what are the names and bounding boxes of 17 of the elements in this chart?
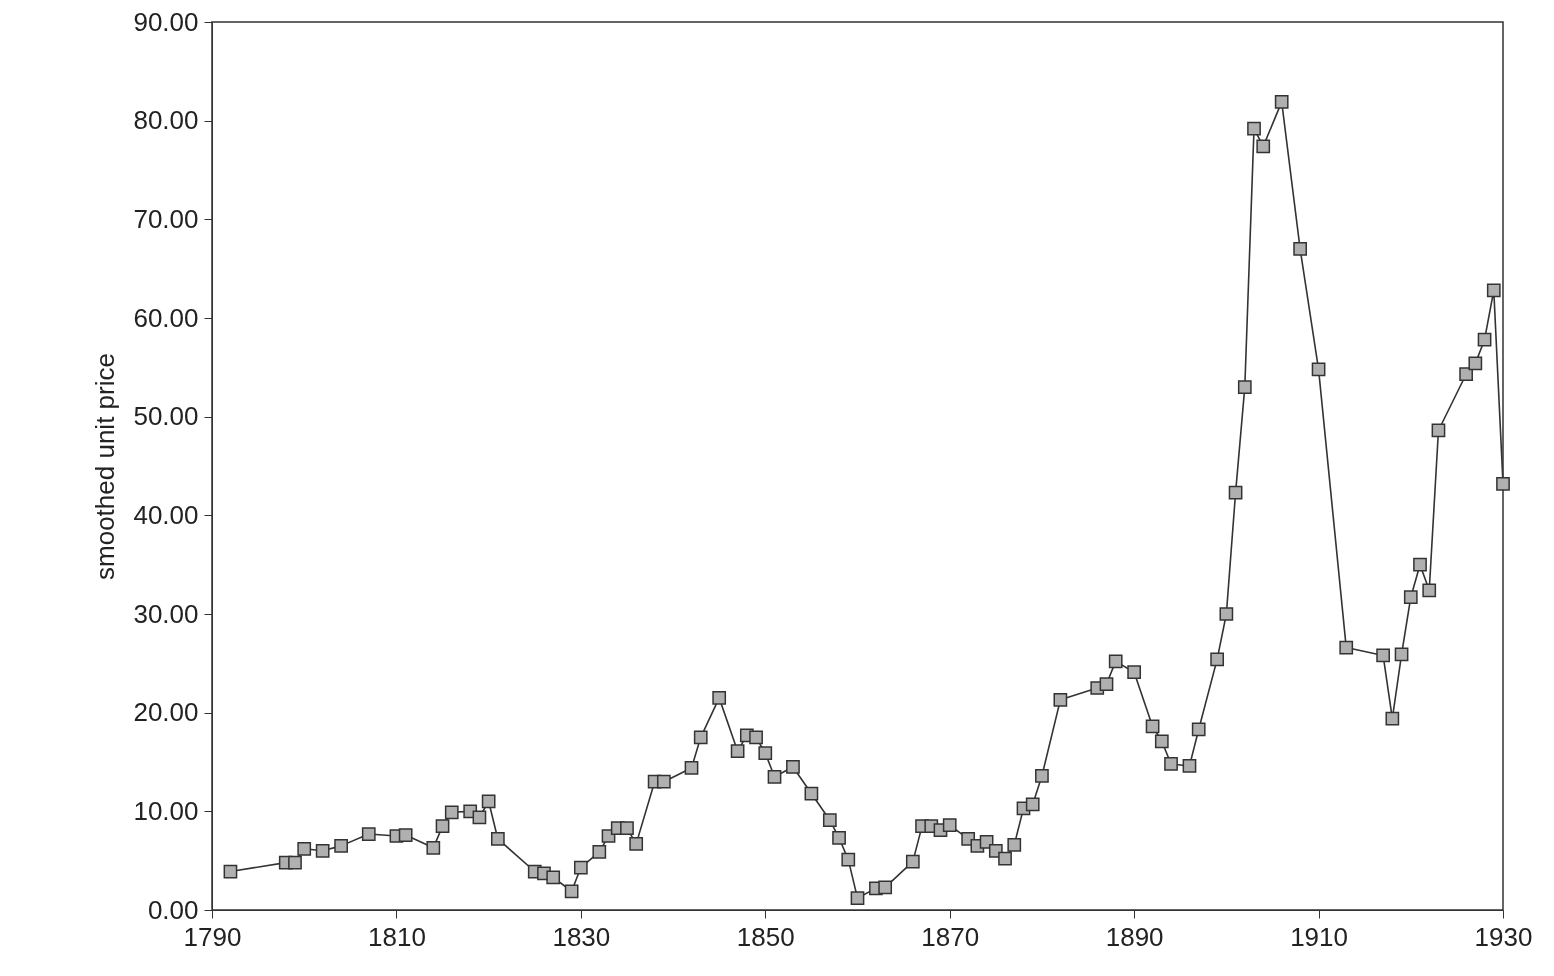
x-tick-label: 1930 [1474,921,1533,952]
y-tick-label: 70.00 [133,203,199,234]
y-tick-label: 10.00 [133,795,199,826]
x-tick-label: 1830 [552,921,611,952]
x-tick-label: 1810 [368,921,426,952]
x-tick-label: 1850 [736,921,795,952]
y-axis-title: smoothed unit price [90,353,121,580]
x-tick-label: 1890 [1105,921,1164,952]
y-tick-label: 60.00 [133,302,199,333]
y-tick-label: 20.00 [133,697,199,728]
y-tick-label: 40.00 [133,499,199,530]
y-tick-label: 90.00 [133,6,199,37]
x-tick-label: 1870 [921,921,980,952]
y-tick-label: 30.00 [133,598,199,629]
y-tick-label: 50.00 [133,401,199,432]
y-tick-label: 80.00 [133,105,199,136]
x-tick-label: 1910 [1290,921,1348,952]
